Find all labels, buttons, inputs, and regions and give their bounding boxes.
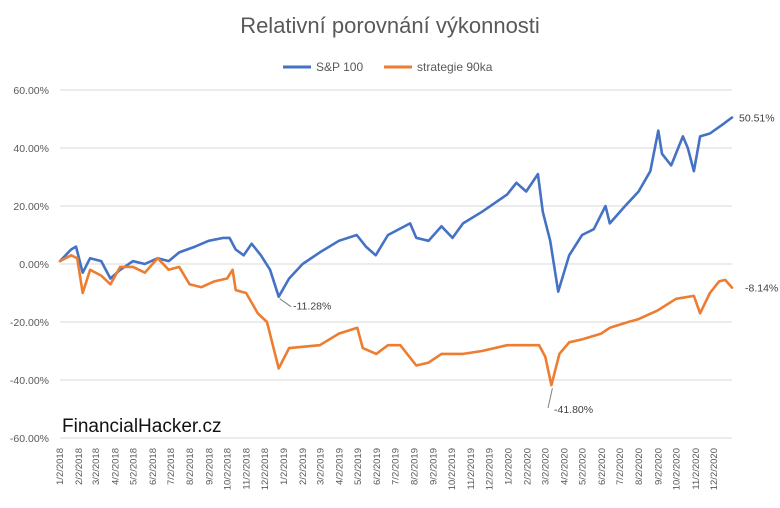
y-tick-label: 60.00% xyxy=(13,85,49,97)
x-tick-label: 7/2/2020 xyxy=(615,448,626,485)
x-tick-label: 1/2/2020 xyxy=(503,448,514,485)
y-tick-label: -20.00% xyxy=(10,317,49,329)
legend-label-strategy: strategie 90ka xyxy=(417,60,493,74)
x-tick-label: 10/2/2018 xyxy=(223,448,234,490)
x-tick-label: 11/2/2020 xyxy=(691,448,702,490)
x-tick-label: 8/2/2020 xyxy=(634,448,645,485)
legend: S&P 100 strategie 90ka xyxy=(283,60,493,74)
x-tick-label: 11/2/2019 xyxy=(466,448,477,490)
x-tick-label: 3/2/2020 xyxy=(540,448,551,485)
y-tick-label: 40.00% xyxy=(13,143,49,155)
series-line-sp100 xyxy=(58,116,734,298)
x-tick-label: 10/2/2020 xyxy=(672,448,683,490)
watermark: FinancialHacker.cz xyxy=(62,416,221,437)
x-tick-label: 1/2/2019 xyxy=(279,448,290,485)
series-line-strategy xyxy=(58,254,734,387)
x-tick-label: 3/2/2019 xyxy=(315,448,326,485)
x-tick-label: 6/2/2019 xyxy=(372,448,383,485)
data-label: 50.51% xyxy=(739,113,775,125)
x-tick-label: 5/2/2020 xyxy=(578,448,589,485)
x-tick-label: 8/2/2018 xyxy=(185,448,196,485)
x-tick-label: 7/2/2019 xyxy=(390,448,401,485)
x-tick-label: 7/2/2018 xyxy=(166,448,177,485)
data-label: -11.28% xyxy=(293,301,331,313)
x-tick-label: 2/2/2019 xyxy=(298,448,309,485)
x-tick-label: 2/2/2018 xyxy=(74,448,85,485)
data-label: -41.80% xyxy=(554,404,593,416)
x-tick-label: 12/2/2020 xyxy=(709,448,720,490)
annotation-leader xyxy=(279,298,292,308)
x-tick-label: 9/2/2020 xyxy=(653,448,664,485)
x-tick-label: 9/2/2018 xyxy=(204,448,215,485)
annotation-leader xyxy=(547,388,553,409)
x-tick-label: 12/2/2018 xyxy=(260,448,271,490)
y-tick-label: -60.00% xyxy=(10,433,49,445)
x-tick-label: 10/2/2019 xyxy=(447,448,458,490)
x-tick-label: 8/2/2019 xyxy=(409,448,420,485)
x-tick-label: 4/2/2019 xyxy=(334,448,345,485)
x-tick-label: 3/2/2018 xyxy=(91,448,102,485)
legend-label-sp100: S&P 100 xyxy=(316,60,363,74)
x-tick-label: 11/2/2018 xyxy=(242,448,253,490)
y-tick-label: 0.00% xyxy=(19,259,49,271)
x-tick-label: 4/2/2020 xyxy=(559,448,570,485)
x-tick-label: 4/2/2018 xyxy=(110,448,121,485)
x-tick-label: 5/2/2018 xyxy=(129,448,140,485)
x-tick-label: 12/2/2019 xyxy=(484,448,495,490)
x-tick-label: 6/2/2020 xyxy=(597,448,608,485)
x-tick-label: 6/2/2018 xyxy=(148,448,159,485)
x-tick-label: 9/2/2019 xyxy=(428,448,439,485)
x-tick-label: 2/2/2020 xyxy=(522,448,533,485)
chart-title: Relativní porovnání výkonnosti xyxy=(240,13,540,38)
x-tick-label: 5/2/2019 xyxy=(353,448,364,485)
y-tick-label: 20.00% xyxy=(13,201,49,213)
data-label: -8.14% xyxy=(745,283,778,295)
x-tick-label: 1/2/2018 xyxy=(55,448,66,485)
y-tick-label: -40.00% xyxy=(10,375,49,387)
